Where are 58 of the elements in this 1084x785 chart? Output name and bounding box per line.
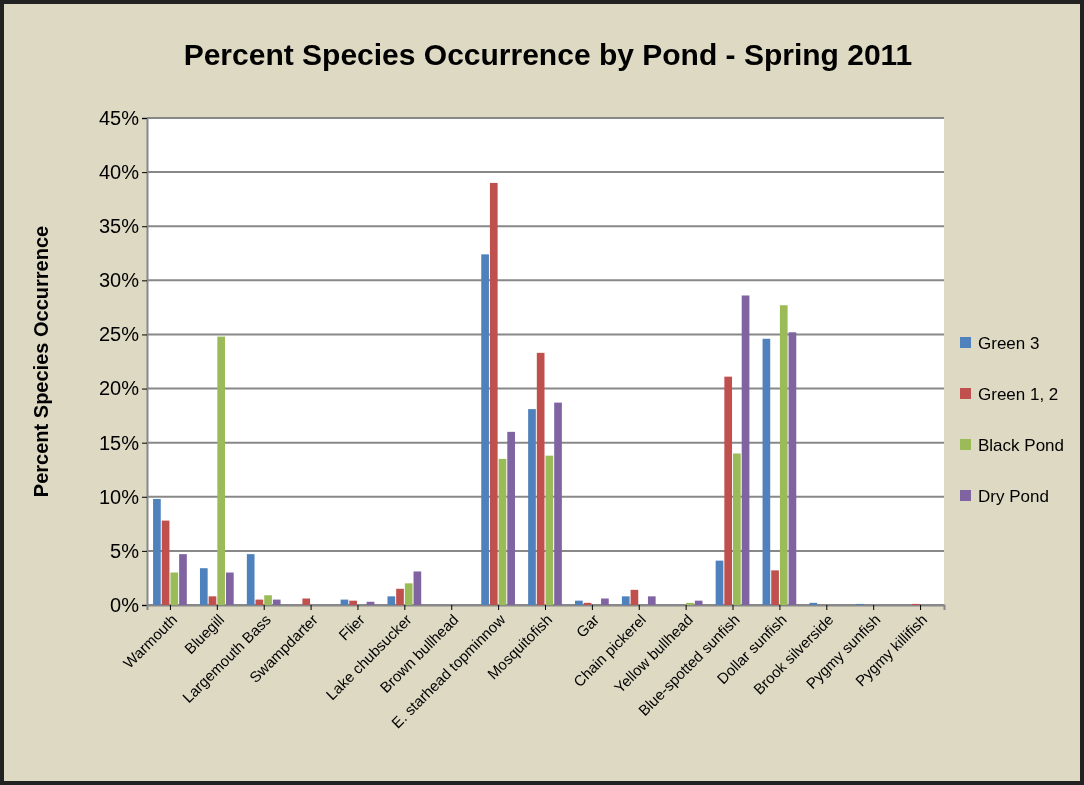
bar: [545, 455, 554, 605]
legend-label: Black Pond: [978, 435, 1064, 455]
bar: [554, 402, 562, 605]
y-tick-label: 10%: [98, 485, 140, 508]
bar: [404, 583, 413, 605]
bar: [575, 600, 583, 605]
bar: [601, 598, 609, 605]
bar: [217, 336, 226, 605]
y-tick-label: 30%: [98, 269, 140, 292]
bar: [686, 602, 694, 605]
legend-label: Green 1, 2: [978, 384, 1059, 404]
bar: [264, 595, 272, 605]
y-axis-title: Percent Species Occurrence: [30, 225, 52, 498]
y-tick-label: 0%: [110, 593, 140, 616]
bar: [724, 376, 733, 605]
bar: [715, 560, 724, 605]
bar: [302, 598, 311, 605]
y-tick-label: 25%: [98, 323, 140, 346]
bar: [489, 182, 498, 605]
chart-title: Percent Species Occurrence by Pond - Spring 2011: [183, 38, 913, 71]
bar: [788, 332, 797, 605]
bar: [528, 409, 536, 605]
bar: [481, 254, 489, 605]
bar: [179, 554, 187, 605]
bar: [170, 572, 179, 605]
bar: [246, 554, 255, 605]
bar: [272, 599, 281, 605]
bar: [208, 596, 217, 605]
bar: [733, 453, 741, 605]
bar: [630, 589, 639, 605]
bar: [809, 602, 818, 605]
y-tick-label: 15%: [98, 431, 140, 454]
legend-label: Dry Pond: [978, 486, 1049, 506]
bar: [153, 498, 161, 605]
bar: [226, 572, 234, 605]
bar: [413, 571, 422, 605]
bar: [396, 588, 404, 605]
bar: [349, 600, 357, 605]
y-tick-label: 35%: [98, 215, 140, 238]
bar: [762, 338, 771, 605]
bar: [507, 431, 515, 605]
bar: [536, 352, 545, 605]
bar: [694, 600, 703, 605]
y-tick-label: 5%: [110, 539, 140, 562]
bar: [621, 596, 630, 605]
bar: [387, 596, 396, 605]
bar: [779, 305, 788, 605]
bar: [199, 568, 208, 605]
bar: [498, 458, 507, 605]
y-tick-label: 40%: [98, 161, 140, 184]
legend-label: Green 3: [978, 333, 1040, 353]
bar: [771, 570, 779, 605]
bar: [741, 295, 750, 605]
bar: [647, 596, 656, 605]
bar: [161, 520, 170, 605]
y-tick-label: 20%: [98, 377, 140, 400]
x-tick-label: Gar: [572, 610, 603, 641]
y-tick-label: 45%: [98, 106, 140, 129]
